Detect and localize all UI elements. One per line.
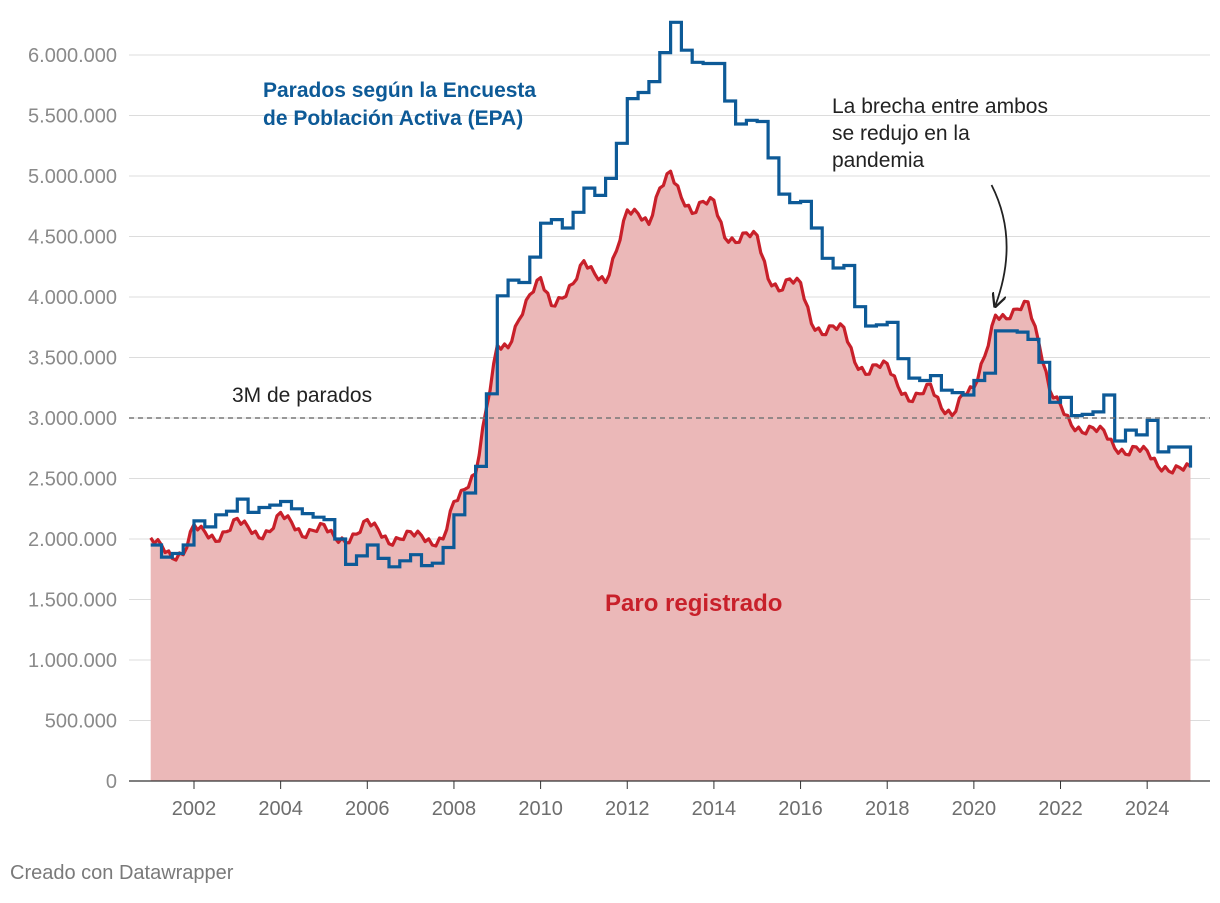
pandemic-annotation-line-2: se redujo en la [832, 122, 970, 145]
epa-label-line-1: Parados según la Encuesta [263, 79, 536, 102]
datawrapper-credit: Creado con Datawrapper [10, 862, 234, 884]
y-tick-label: 5.000.000 [28, 166, 117, 188]
x-tick-label: 2008 [432, 798, 477, 820]
x-tick-label: 2002 [172, 798, 217, 820]
y-tick-label: 1.000.000 [28, 650, 117, 672]
paro-series-label: Paro registrado [605, 590, 782, 617]
epa-series-label: Parados según la Encuesta de Población A… [263, 79, 542, 130]
y-tick-label: 6.000.000 [28, 45, 117, 67]
x-tick-label: 2022 [1038, 798, 1083, 820]
x-tick-label: 2010 [518, 798, 563, 820]
x-tick-label: 2024 [1125, 798, 1170, 820]
pandemic-annotation: La brecha entre ambos se redujo en la pa… [832, 95, 1054, 172]
y-axis-ticks: 0 500.000 1.000.000 1.500.000 2.000.000 2.500… [28, 45, 117, 793]
y-tick-label: 5.500.000 [28, 106, 117, 128]
y-tick-label: 4.500.000 [28, 227, 117, 249]
pandemic-annotation-line-1: La brecha entre ambos [832, 95, 1048, 118]
y-tick-label: 3.500.000 [28, 348, 117, 370]
y-tick-label: 2.000.000 [28, 529, 117, 551]
x-tick-label: 2020 [952, 798, 997, 820]
y-tick-label: 2.500.000 [28, 469, 117, 491]
x-tick-label: 2018 [865, 798, 910, 820]
x-tick-label: 2006 [345, 798, 390, 820]
x-tick-label: 2004 [258, 798, 303, 820]
epa-step-line [150, 20, 1193, 569]
pandemic-annotation-arrow [990, 184, 1008, 305]
pandemic-annotation-line-3: pandemia [832, 149, 925, 172]
paro-registrado-line [149, 169, 1192, 562]
y-tick-label: 3.000.000 [28, 408, 117, 430]
y-tick-label: 0 [106, 771, 117, 793]
epa-label-line-2: de Población Activa (EPA) [263, 107, 523, 130]
y-tick-label: 4.000.000 [28, 287, 117, 309]
y-tick-label: 1.500.000 [28, 590, 117, 612]
x-tick-label: 2016 [778, 798, 823, 820]
y-tick-label: 500.000 [45, 711, 117, 733]
reference-line-label: 3M de parados [232, 384, 372, 407]
paro-area-fill [150, 171, 1191, 781]
x-tick-label: 2012 [605, 798, 650, 820]
x-tick-label: 2014 [692, 798, 737, 820]
x-axis-ticks: 2002 2004 2006 2008 2010 2012 2014 2016 2018 2020… [172, 781, 1170, 820]
